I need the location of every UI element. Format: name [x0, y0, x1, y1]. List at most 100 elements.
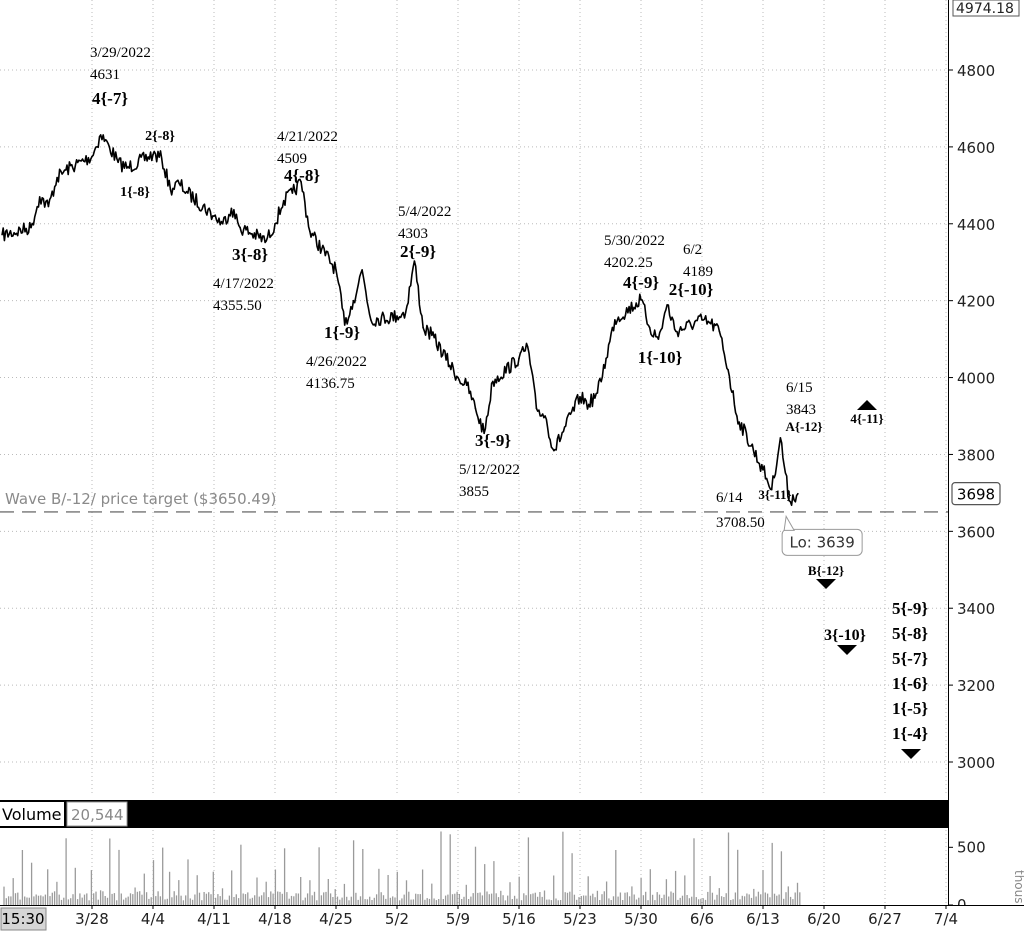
price-point: [675, 330, 677, 333]
price-point: [361, 269, 363, 271]
price-point: [213, 215, 215, 217]
price-point: [99, 134, 102, 136]
price-axis-bg: [948, 0, 1024, 800]
wave-label: 2{-10}: [669, 280, 714, 299]
volume-value-box: [66, 801, 128, 827]
time-axis-tick-label: 4/25: [319, 910, 353, 928]
projection-label: 3{-10}: [824, 627, 866, 644]
price-point: [335, 269, 337, 271]
annotation-value: 4509: [277, 151, 307, 167]
price-axis-tick-label: 3600: [957, 523, 995, 541]
annotation-value: 4202.25: [604, 255, 653, 271]
price-axis-tick-label: 3000: [957, 754, 995, 772]
price-target-label: Wave B/-12/ price target ($3650.49): [5, 490, 276, 508]
price-point: [282, 199, 285, 202]
price-point: [648, 326, 651, 329]
price-point: [770, 488, 773, 491]
price-point: [126, 167, 128, 169]
price-point: [38, 196, 41, 198]
low-callout-label: Lo: 3639: [790, 533, 855, 551]
price-point: [178, 182, 180, 185]
price-point: [718, 330, 721, 333]
price-point: [404, 311, 407, 314]
price-point: [152, 153, 154, 156]
annotation-date: 6/2: [683, 242, 702, 258]
time-axis-tick-label: 5/9: [446, 910, 470, 928]
annotation-date: 5/30/2022: [604, 233, 665, 249]
projection-label: 5{-9}: [892, 599, 928, 618]
price-point: [526, 346, 529, 348]
annotation-date: 5/12/2022: [459, 462, 520, 478]
price-point: [352, 299, 355, 302]
price-point: [65, 169, 67, 171]
wave-label: 1{-10}: [638, 348, 683, 367]
price-point: [91, 155, 93, 158]
wave-label: 2{-8}: [145, 129, 175, 144]
time-axis-tick-label: 6/13: [746, 910, 780, 928]
annotation-date: 4/21/2022: [277, 129, 338, 145]
price-point: [553, 449, 555, 452]
price-point: [701, 319, 703, 321]
price-point: [779, 437, 782, 439]
annotation-date: 6/15: [786, 380, 813, 396]
low-callout-box: [781, 528, 863, 556]
time-axis-tick-label: 5/30: [624, 910, 658, 928]
projection-down-triangle: [816, 579, 836, 589]
price-point: [727, 369, 729, 371]
volume-value-label: 20,544: [71, 806, 124, 824]
price-point: [274, 222, 276, 225]
time-axis-bg: [0, 905, 1024, 931]
price-point: [309, 230, 311, 233]
wave-label: A{-12}: [786, 419, 823, 434]
annotation-value: 4189: [683, 264, 713, 280]
projection-label: 4{-11}: [850, 411, 883, 426]
volume-axis-tick-label: 500: [957, 838, 986, 856]
price-axis-tick-label: 4400: [957, 216, 995, 234]
price-point: [160, 157, 163, 160]
wave-label: 1{-8}: [120, 185, 150, 200]
price-point: [300, 181, 302, 183]
current-value-label: 3698: [957, 486, 995, 504]
price-axis-tick-label: 3800: [957, 446, 995, 464]
top-value-box: [952, 0, 1020, 17]
projection-down-triangle: [901, 749, 921, 759]
annotation-value: 3855: [459, 484, 489, 500]
price-point: [457, 376, 459, 379]
wave-label: 3{-11}: [758, 487, 791, 502]
price-point: [422, 326, 424, 329]
projection-label: 1{-5}: [892, 699, 928, 718]
price-point: [187, 192, 189, 194]
wave-label: 3{-8}: [232, 245, 268, 264]
price-point: [56, 176, 58, 179]
projection-label: 1{-4}: [892, 724, 928, 743]
time-axis-tick-label: 6/6: [690, 910, 714, 928]
volume-header: [0, 800, 948, 828]
price-point: [492, 380, 494, 383]
wave-label: 4{-7}: [92, 89, 128, 108]
top-value-label: 4974.18: [956, 1, 1014, 17]
low-callout-pointer: [783, 514, 796, 531]
annotation-value: 3708.50: [716, 515, 765, 531]
time-axis-tick-label: 5/2: [385, 910, 409, 928]
annotation-value: 4136.75: [306, 376, 355, 392]
wave-label: 4{-9}: [623, 273, 659, 292]
price-point: [579, 395, 581, 398]
time-axis-tick-label: 5/23: [563, 910, 597, 928]
projection-down-triangle: [837, 645, 857, 655]
price-point: [736, 415, 738, 417]
price-point: [413, 260, 416, 262]
price-axis-tick-label: 3400: [957, 600, 995, 618]
price-point: [465, 384, 468, 387]
price-axis-tick-label: 4800: [957, 62, 995, 80]
wave-label: 3{-9}: [475, 431, 511, 450]
time-axis-tick-label: 6/27: [868, 910, 902, 928]
price-point: [169, 188, 172, 190]
time-axis-tick-label: 7/4: [934, 910, 958, 928]
price-point: [431, 334, 433, 337]
projection-label: 1{-6}: [892, 674, 928, 693]
wave-label: 1{-9}: [324, 323, 360, 342]
projection-label: 5{-8}: [892, 624, 928, 643]
price-point: [666, 304, 668, 306]
price-point: [230, 207, 233, 210]
